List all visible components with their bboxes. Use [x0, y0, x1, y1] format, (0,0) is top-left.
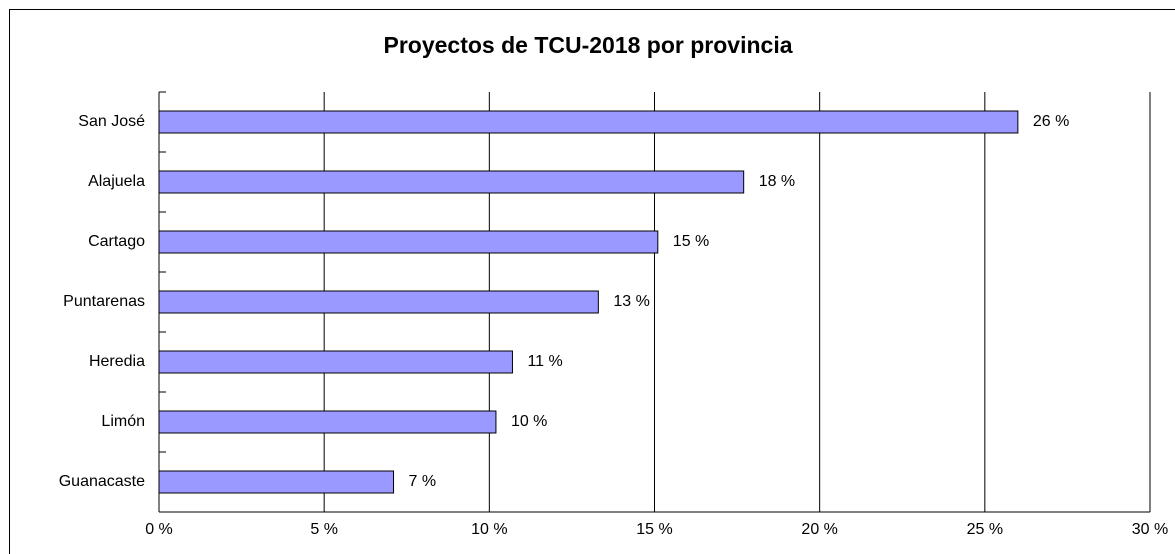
y-tick-label: Cartago [88, 233, 145, 250]
data-label: 7 % [409, 473, 437, 490]
x-tick-label: 5 % [310, 521, 338, 538]
bar [158, 470, 395, 494]
y-tick-label: Guanacaste [59, 473, 145, 490]
data-label: 13 % [613, 293, 649, 310]
y-tick-label: Heredia [89, 353, 145, 370]
x-tick-label: 15 % [636, 521, 672, 538]
y-tick-label: Limón [101, 413, 145, 430]
data-label: 10 % [511, 413, 547, 430]
data-label: 15 % [673, 233, 709, 250]
y-tick-label: San José [78, 113, 145, 130]
y-tick-label: Puntarenas [63, 293, 145, 310]
bar [158, 110, 1019, 134]
data-label: 26 % [1033, 113, 1069, 130]
x-tick-label: 30 % [1132, 521, 1168, 538]
bar [158, 290, 599, 314]
data-label: 11 % [527, 353, 562, 370]
x-tick-label: 10 % [471, 521, 507, 538]
bar [158, 350, 513, 374]
y-tick-label: Alajuela [88, 173, 145, 190]
x-tick-label: 0 % [145, 521, 173, 538]
chart-title: Proyectos de TCU-2018 por provincia [383, 32, 792, 58]
chart-border [9, 9, 1175, 554]
data-label: 18 % [759, 173, 795, 190]
x-tick-label: 25 % [967, 521, 1003, 538]
bar [158, 230, 659, 254]
bar [158, 410, 497, 434]
bar [158, 170, 745, 194]
x-tick-label: 20 % [801, 521, 837, 538]
